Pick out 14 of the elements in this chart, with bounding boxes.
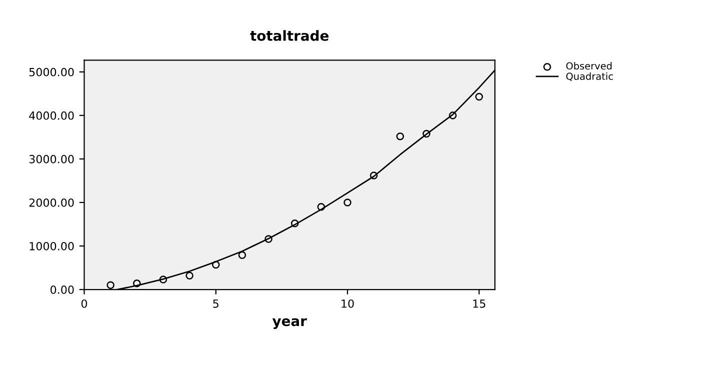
legend-label: Observed (566, 62, 612, 70)
y-tick-label: 5000.00 (29, 68, 74, 76)
x-axis-title: year (272, 318, 307, 329)
y-tick-label: 2000.00 (29, 198, 74, 207)
x-tick-label: 10 (342, 299, 354, 308)
y-tick-label: 0.00 (50, 285, 74, 294)
x-tick-label: 0 (81, 299, 88, 308)
chart-title: totaltrade (250, 30, 328, 41)
y-tick-label: 4000.00 (29, 111, 74, 120)
y-tick-label: 3000.00 (29, 154, 74, 164)
legend-label: Quadratic (566, 72, 613, 82)
y-tick-label: 1000.00 (30, 242, 74, 250)
x-tick-label: 5 (213, 300, 218, 308)
x-tick-label: 15 (473, 300, 486, 308)
